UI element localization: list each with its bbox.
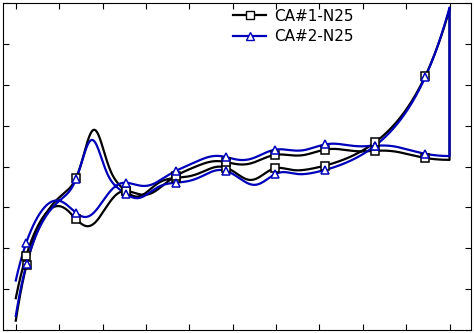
Legend: CA#1-N25, CA#2-N25: CA#1-N25, CA#2-N25 bbox=[231, 7, 355, 46]
